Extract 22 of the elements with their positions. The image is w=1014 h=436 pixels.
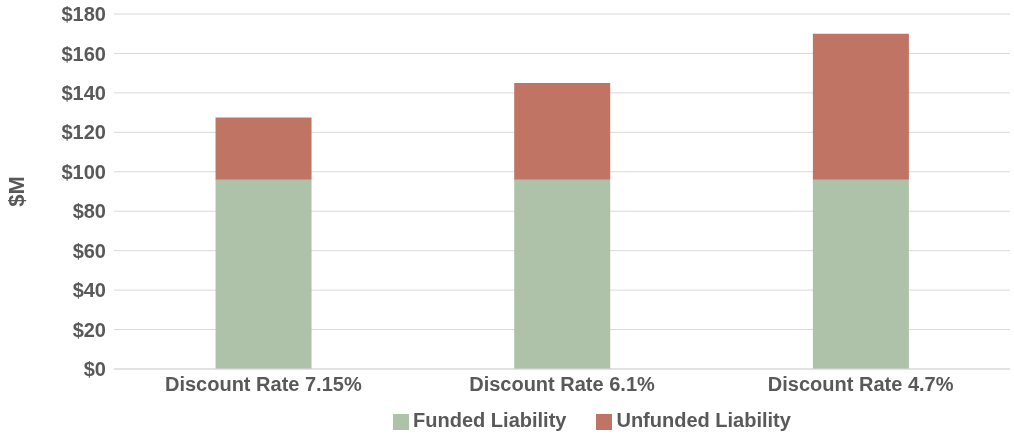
bar [812,33,909,180]
y-tick-label: $100 [61,160,106,183]
y-tick-label: $120 [61,121,106,144]
x-tick-label: Discount Rate 7.15% [164,373,362,396]
bar [215,179,312,369]
legend-label: Unfunded Liability [616,409,791,431]
bar [215,117,312,180]
y-tick-label: $80 [72,200,106,223]
y-tick-label: $60 [72,239,106,262]
y-tick-label: $160 [61,42,106,65]
y-tick-label: $20 [72,318,106,341]
legend-label: Funded Liability [413,409,567,431]
bar [812,179,909,369]
bar [514,179,611,369]
x-tick-label: Discount Rate 6.1% [469,373,656,396]
x-tick-label: Discount Rate 4.7% [767,373,954,396]
y-tick-label: $40 [72,279,106,302]
y-axis-title: $M [3,176,29,207]
y-tick-label: $0 [83,358,106,381]
y-tick-label: $180 [61,3,106,26]
bar [514,83,611,180]
y-tick-label: $140 [61,81,106,104]
